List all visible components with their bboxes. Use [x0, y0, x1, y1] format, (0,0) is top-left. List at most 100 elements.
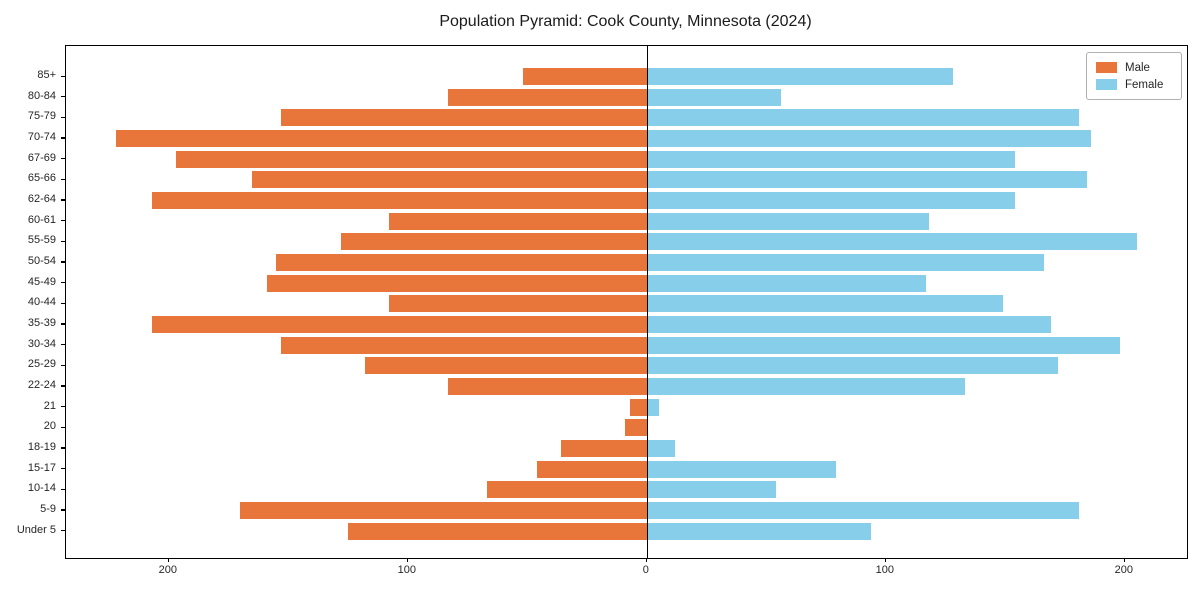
- x-tick-label-200: 200: [1114, 564, 1134, 576]
- y-tick-mark: [61, 323, 65, 325]
- male-bar-75-79: [281, 109, 647, 127]
- legend-label-male: Male: [1125, 61, 1150, 74]
- y-tick-mark: [61, 364, 65, 366]
- y-tick-mark: [61, 282, 65, 284]
- male-bar-30-34: [281, 336, 647, 354]
- y-tick-mark: [61, 447, 65, 449]
- x-tick-label-0: 0: [642, 564, 649, 576]
- y-tick-label-85+: 85+: [37, 69, 56, 81]
- y-tick-label-67-69: 67-69: [27, 151, 56, 164]
- legend-label-female: Female: [1125, 78, 1164, 91]
- female-bar-18-19: [646, 439, 676, 457]
- male-bar-under-5: [348, 522, 647, 540]
- female-bar-35-39: [646, 315, 1051, 333]
- male-bar-55-59: [340, 233, 647, 251]
- x-tick-mark: [406, 558, 408, 562]
- male-bar-5-9: [240, 501, 647, 519]
- y-tick-label-30-34: 30-34: [27, 337, 56, 350]
- female-bar-75-79: [646, 109, 1080, 127]
- male-bar-60-61: [388, 212, 647, 230]
- y-tick-label-under-5: Under 5: [16, 523, 56, 536]
- female-bar-22-24: [646, 377, 965, 395]
- x-tick-mark: [645, 558, 647, 562]
- female-bar-21: [646, 398, 659, 416]
- male-bar-85+: [522, 68, 647, 85]
- y-tick-label-10-14: 10-14: [27, 482, 56, 495]
- legend-entry-female: Female: [1096, 76, 1172, 93]
- female-color-swatch: [1096, 79, 1117, 90]
- y-tick-label-18-19: 18-19: [27, 440, 56, 453]
- female-bar-30-34: [646, 336, 1121, 354]
- male-bar-20: [625, 419, 647, 437]
- male-bar-21: [630, 398, 647, 416]
- female-bar-67-69: [646, 150, 1015, 168]
- female-bar-15-17: [646, 460, 836, 478]
- y-tick-mark: [61, 220, 65, 222]
- female-bar-55-59: [646, 233, 1137, 251]
- male-bar-15-17: [536, 460, 647, 478]
- chart-title: Population Pyramid: Cook County, Minneso…: [439, 13, 812, 30]
- legend-entry-male: Male: [1096, 59, 1172, 76]
- female-bar-70-74: [646, 129, 1092, 147]
- female-bar-45-49: [646, 274, 927, 292]
- female-bar-10-14: [646, 481, 776, 499]
- male-bar-18-19: [560, 439, 647, 457]
- y-tick-mark: [61, 116, 65, 118]
- x-tick-mark: [1123, 558, 1126, 562]
- male-bar-80-84: [448, 88, 647, 106]
- x-tick-mark: [884, 558, 887, 562]
- y-tick-label-65-66: 65-66: [27, 172, 56, 185]
- y-tick-label-60-61: 60-61: [27, 213, 56, 226]
- y-tick-label-20: 20: [43, 420, 56, 433]
- female-bar-under-5: [646, 522, 872, 540]
- legend: Male Female: [1086, 52, 1182, 100]
- y-tick-label-40-44: 40-44: [27, 296, 56, 309]
- female-bar-25-29: [646, 357, 1058, 375]
- y-tick-mark: [61, 96, 65, 98]
- female-bar-65-66: [646, 171, 1087, 189]
- x-tick-label-100: 100: [397, 564, 416, 576]
- y-tick-label-22-24: 22-24: [27, 378, 56, 391]
- male-bar-40-44: [388, 295, 647, 313]
- y-tick-mark: [61, 468, 65, 470]
- female-bar-62-64: [646, 191, 1015, 209]
- female-bar-40-44: [646, 295, 1003, 313]
- y-tick-label-15-17: 15-17: [27, 461, 56, 474]
- y-tick-label-62-64: 62-64: [27, 192, 56, 205]
- y-tick-label-25-29: 25-29: [27, 358, 56, 371]
- y-tick-mark: [61, 158, 65, 160]
- male-bar-35-39: [152, 315, 647, 333]
- y-tick-mark: [61, 261, 65, 263]
- female-bar-5-9: [646, 501, 1080, 519]
- y-tick-mark: [61, 426, 65, 428]
- y-tick-label-75-79: 75-79: [27, 110, 56, 123]
- y-tick-mark: [61, 178, 65, 180]
- y-tick-label-55-59: 55-59: [27, 234, 56, 247]
- male-bar-10-14: [486, 481, 647, 499]
- x-tick-label-200: 200: [158, 564, 177, 576]
- female-bar-60-61: [646, 212, 929, 230]
- female-bar-80-84: [646, 88, 781, 106]
- female-bar-85+: [646, 68, 953, 85]
- y-tick-label-21: 21: [43, 399, 56, 412]
- y-tick-mark: [61, 75, 65, 77]
- male-bar-70-74: [116, 129, 647, 147]
- y-tick-mark: [61, 530, 65, 532]
- y-tick-mark: [61, 137, 65, 139]
- female-bar-50-54: [646, 253, 1044, 271]
- y-tick-label-80-84: 80-84: [27, 89, 56, 102]
- male-bar-50-54: [276, 253, 647, 271]
- male-bar-25-29: [364, 357, 647, 375]
- y-tick-mark: [61, 302, 65, 304]
- zero-axis-line: [646, 46, 649, 558]
- male-color-swatch: [1096, 62, 1117, 73]
- y-tick-mark: [61, 240, 65, 242]
- male-bar-65-66: [252, 171, 647, 189]
- x-tick-label-100: 100: [875, 564, 895, 576]
- y-tick-mark: [61, 199, 65, 201]
- y-tick-mark: [61, 488, 65, 490]
- y-tick-label-50-54: 50-54: [27, 254, 56, 267]
- y-tick-mark: [61, 385, 65, 387]
- y-tick-label-45-49: 45-49: [27, 275, 56, 288]
